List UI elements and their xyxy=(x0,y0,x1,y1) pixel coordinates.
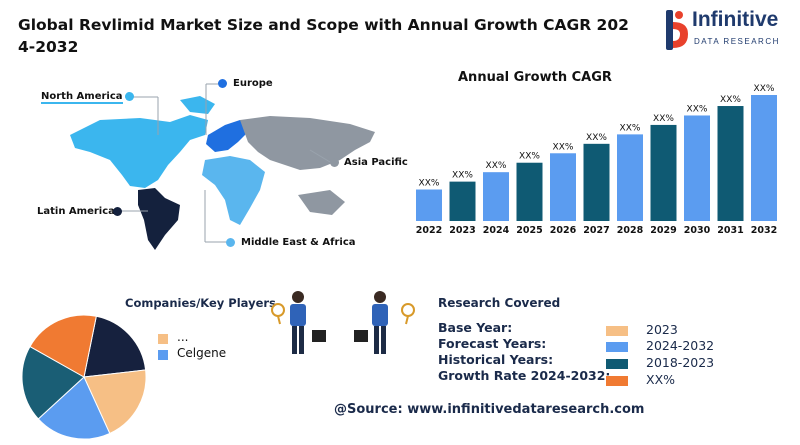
bar-data-label-2027: XX% xyxy=(586,133,607,143)
x-tick-2025: 2025 xyxy=(516,225,542,236)
europe-shape xyxy=(206,120,252,152)
region-label-europe: Europe xyxy=(233,78,273,89)
pie-slice-2 xyxy=(37,376,111,440)
bar-2032 xyxy=(751,95,777,221)
research-swatch-2 xyxy=(606,359,628,369)
x-tick-2029: 2029 xyxy=(650,225,676,236)
research-swatch-1 xyxy=(606,342,628,352)
legend-swatch-0 xyxy=(158,334,168,344)
latin-america-dot xyxy=(113,207,122,216)
world-map xyxy=(70,83,375,250)
bar-data-label-2026: XX% xyxy=(553,142,574,152)
x-tick-2030: 2030 xyxy=(684,225,711,236)
logo-subtitle: DATA RESEARCH xyxy=(694,37,780,46)
businessman-left xyxy=(271,291,326,354)
logo-icon xyxy=(666,10,688,50)
bar-data-label-2030: XX% xyxy=(687,104,708,114)
x-tick-2031: 2031 xyxy=(717,225,743,236)
pie-chart xyxy=(21,314,147,440)
research-value-forecast: 2024-2032 xyxy=(646,338,715,353)
bar-chart: XX% 2022 XX% 2023 XX% 2024 XX% 2025 XX% 2026 XX% 20… xyxy=(416,84,777,236)
research-swatch-0 xyxy=(606,326,628,336)
north-america-shape xyxy=(70,115,208,188)
bar-data-label-2028: XX% xyxy=(620,123,641,133)
bar-2025 xyxy=(516,162,543,221)
pie-slice-0 xyxy=(83,315,147,378)
x-tick-2028: 2028 xyxy=(617,225,644,236)
bar-data-label-2029: XX% xyxy=(653,114,674,124)
pie-chart-title: Companies/Key Players xyxy=(125,296,276,310)
region-label-asia-pacific: Asia Pacific xyxy=(344,157,408,168)
pie-slice-3 xyxy=(21,345,85,420)
region-label-middle-east-africa: Middle East & Africa xyxy=(241,237,356,248)
asia-pacific-dot xyxy=(330,158,339,167)
bar-data-label-2031: XX% xyxy=(720,95,741,105)
asia-shape xyxy=(240,116,375,170)
latin-america-shape xyxy=(138,188,180,250)
bar-2028 xyxy=(617,134,643,221)
bar-2029 xyxy=(650,124,677,221)
analyst-illustration xyxy=(271,291,415,354)
x-tick-2032: 2032 xyxy=(751,225,777,236)
legend-label-0: ... xyxy=(177,330,189,344)
bar-2023 xyxy=(449,181,476,221)
pie-slice-1 xyxy=(83,369,147,435)
research-value-historical: 2018-2023 xyxy=(646,355,715,370)
bar-data-label-2025: XX% xyxy=(519,152,540,162)
bar-2024 xyxy=(483,172,509,221)
x-tick-2027: 2027 xyxy=(583,225,609,236)
bar-2030 xyxy=(684,115,710,221)
research-swatch-3 xyxy=(606,376,628,386)
bar-data-label-2023: XX% xyxy=(452,171,473,181)
research-title: Research Covered xyxy=(438,296,561,310)
x-tick-2023: 2023 xyxy=(449,225,475,236)
research-label-historical: Historical Years: xyxy=(438,352,554,367)
x-tick-2026: 2026 xyxy=(550,225,577,236)
research-label-growth-rate: Growth Rate 2024-2032: xyxy=(438,368,611,383)
bar-data-label-2032: XX% xyxy=(754,84,775,94)
x-tick-2022: 2022 xyxy=(416,225,442,236)
legend-label-1: Celgene xyxy=(177,346,227,360)
research-value-base-year: 2023 xyxy=(646,322,678,337)
page-title: Global Revlimid Market Size and Scope wi… xyxy=(18,16,629,56)
bar-data-label-2022: XX% xyxy=(419,179,440,189)
bar-2027 xyxy=(583,143,610,221)
bar-chart-title: Annual Growth CAGR xyxy=(458,70,612,85)
africa-shape xyxy=(202,156,265,225)
region-label-latin-america: Latin America xyxy=(37,206,115,217)
middle-east-africa-dot xyxy=(226,238,235,247)
businessman-right xyxy=(354,291,415,354)
bar-data-label-2024: XX% xyxy=(486,161,507,171)
pie-slice-4 xyxy=(29,314,97,378)
x-tick-2024: 2024 xyxy=(483,225,510,236)
region-label-north-america: North America xyxy=(41,91,123,104)
logo-name: Infinitive xyxy=(692,8,779,31)
bar-2031 xyxy=(717,106,744,221)
research-label-base-year: Base Year: xyxy=(438,320,513,335)
bar-2026 xyxy=(550,153,576,221)
north-america-dot xyxy=(125,92,134,101)
research-value-growth-rate: XX% xyxy=(646,372,676,387)
europe-dot xyxy=(218,79,227,88)
bar-2022 xyxy=(416,189,442,221)
legend-swatch-1 xyxy=(158,350,168,360)
source-link[interactable]: @Source: www.infinitivedataresearch.com xyxy=(334,402,645,417)
research-label-forecast: Forecast Years: xyxy=(438,336,547,351)
